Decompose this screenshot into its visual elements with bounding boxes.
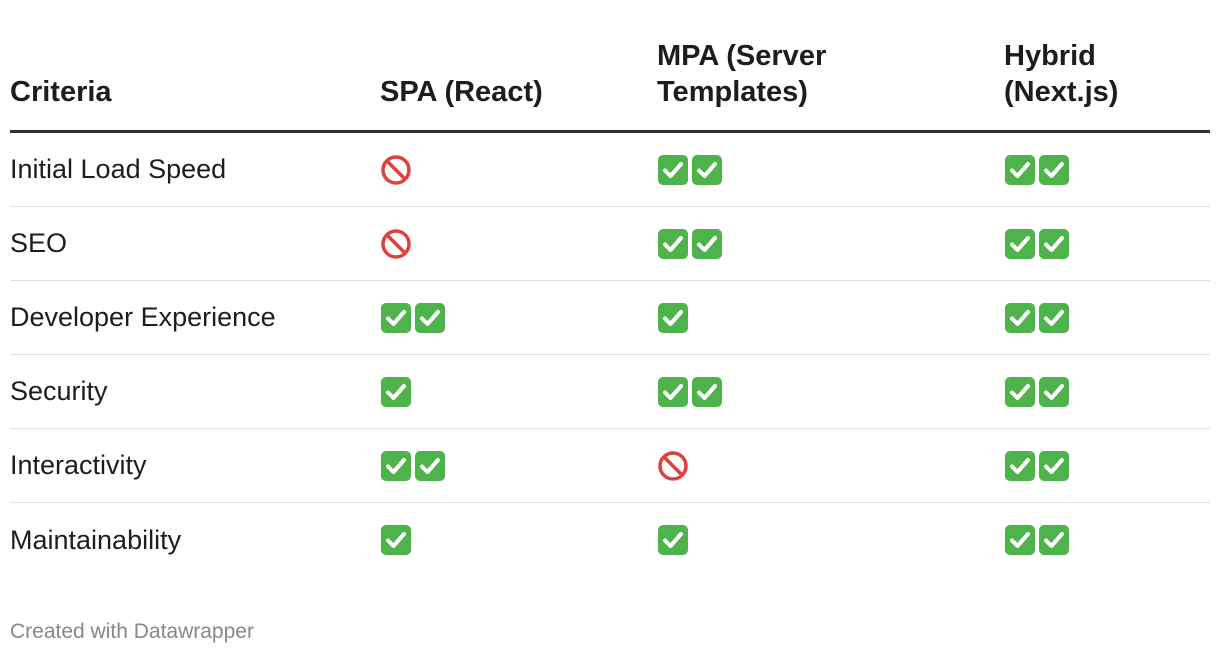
check-mark-button-icon (381, 376, 411, 407)
check-mark-button-icon (1039, 154, 1069, 185)
check-mark-button-icon (1039, 450, 1069, 481)
datawrapper-credit: Created with Datawrapper (10, 620, 254, 643)
check-mark-button-icon (1005, 376, 1035, 407)
check-mark-button-icon (658, 376, 688, 407)
check-mark-button-icon (1039, 525, 1069, 555)
criteria-cell: Security (10, 376, 108, 406)
rating-cell (380, 154, 657, 186)
rating-cell (1004, 450, 1210, 482)
check-mark-button-icon (381, 525, 411, 555)
check-mark-button-icon (1039, 228, 1069, 259)
check-mark-button-icon (1005, 228, 1035, 259)
rating-cell (380, 228, 657, 260)
rating-cell (1004, 524, 1210, 556)
column-header-line: (Next.js) (1004, 76, 1119, 108)
rating-cell (380, 376, 657, 408)
column-header-line: Templates) (657, 76, 808, 108)
rating-cell (1004, 376, 1210, 408)
column-header-line: SPA (React) (380, 76, 543, 108)
column-header: Criteria (10, 74, 380, 110)
check-mark-button-icon (381, 450, 411, 481)
check-mark-button-icon (692, 154, 722, 185)
check-mark-button-icon (658, 154, 688, 185)
criteria-cell: Initial Load Speed (10, 154, 227, 184)
check-mark-button-icon (692, 228, 722, 259)
column-header-line: MPA (Server (657, 40, 827, 72)
comparison-table: Criteria SPA (React) MPA (Server Templates)… (10, 40, 1210, 577)
rating-cell (657, 376, 1004, 408)
table-body: Initial Load Speed SEO Developer Experienc… (10, 133, 1210, 577)
table-row: Interactivity (10, 429, 1210, 503)
column-header: MPA (Server Templates) (657, 38, 1004, 110)
check-mark-button-icon (658, 302, 688, 333)
rating-cell (380, 302, 657, 334)
prohibited-icon (381, 154, 411, 185)
rating-cell (657, 302, 1004, 334)
rating-cell (1004, 154, 1210, 186)
column-header: SPA (React) (380, 74, 657, 110)
table-row: Initial Load Speed (10, 133, 1210, 207)
check-mark-button-icon (415, 450, 445, 481)
rating-cell (380, 450, 657, 482)
check-mark-button-icon (1005, 450, 1035, 481)
column-header: Hybrid (Next.js) (1004, 38, 1210, 110)
table-row: Maintainability (10, 503, 1210, 577)
table-row: SEO (10, 207, 1210, 281)
table-row: Developer Experience (10, 281, 1210, 355)
rating-cell (1004, 228, 1210, 260)
column-header-line: Hybrid (1004, 40, 1096, 72)
check-mark-button-icon (1039, 302, 1069, 333)
check-mark-button-icon (1005, 302, 1035, 333)
rating-cell (1004, 302, 1210, 334)
check-mark-button-icon (415, 302, 445, 333)
rating-cell (657, 450, 1004, 482)
criteria-cell: Interactivity (10, 450, 147, 480)
check-mark-button-icon (658, 228, 688, 259)
table-header: Criteria SPA (React) MPA (Server Templates)… (10, 40, 1210, 133)
column-header-line: Criteria (10, 76, 112, 108)
check-mark-button-icon (381, 302, 411, 333)
check-mark-button-icon (1005, 154, 1035, 185)
prohibited-icon (381, 228, 411, 259)
check-mark-button-icon (658, 525, 688, 555)
rating-cell (380, 524, 657, 556)
check-mark-button-icon (692, 376, 722, 407)
criteria-cell: SEO (10, 228, 68, 258)
check-mark-button-icon (1039, 376, 1069, 407)
rating-cell (657, 524, 1004, 556)
criteria-cell: Maintainability (10, 524, 182, 555)
criteria-cell: Developer Experience (10, 302, 276, 332)
rating-cell (657, 228, 1004, 260)
prohibited-icon (658, 450, 688, 481)
table-row: Security (10, 355, 1210, 429)
rating-cell (657, 154, 1004, 186)
check-mark-button-icon (1005, 525, 1035, 555)
